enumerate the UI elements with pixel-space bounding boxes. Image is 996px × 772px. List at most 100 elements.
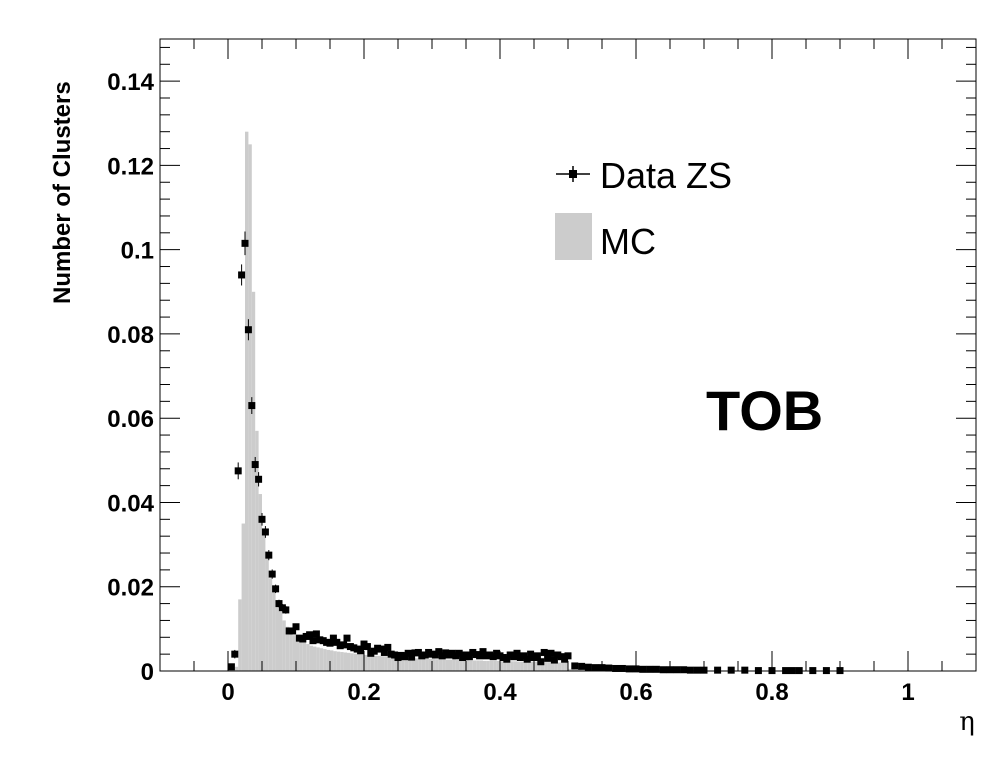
mc-bar [306,644,310,671]
y-tick-label: 0.06 [107,406,154,433]
mc-bar [401,657,405,671]
mc-bar [483,660,487,671]
data-point [238,264,246,286]
mc-bar [415,658,419,671]
data-point [618,664,626,672]
data-point [268,569,276,579]
mc-bar [282,620,286,671]
y-tick-label: 0.08 [107,322,154,349]
mc-bar [442,659,446,671]
mc-bar [476,660,480,671]
mc-bar [245,131,249,671]
y-axis-title: Number of Clusters [49,81,76,304]
data-point [673,666,681,674]
mc-bar [537,662,541,671]
y-tick-label: 0.12 [107,153,154,180]
data-point [639,665,647,673]
data-point [312,630,320,638]
mc-bar [506,661,511,671]
mc-bar [527,661,531,671]
mc-bar [299,640,303,671]
x-tick-label: 1 [901,679,914,706]
data-point [523,655,531,663]
mc-bar [411,657,415,671]
mc-bar [350,653,354,671]
mc-bar [449,659,453,671]
mc-bar [530,661,534,671]
mc-bar [262,531,266,671]
data-point [564,652,572,660]
data-point [544,654,552,662]
mc-bar [404,657,409,671]
mc-bar [279,612,283,671]
data-point [605,664,613,672]
mc-bar [540,662,545,671]
mc-bar [302,642,307,671]
data-point [714,666,722,674]
mc-bar [292,635,296,671]
data-point [292,623,300,631]
mc-bar [323,649,327,671]
data-point [741,666,749,674]
mc-bar [357,654,361,671]
mc-bar [343,652,347,671]
mc-bar [272,590,276,671]
data-point [255,472,263,487]
mc-bar [384,656,388,671]
mc-bar [370,655,375,671]
x-tick-label: 0.4 [483,679,517,706]
mc-bar [568,668,572,671]
mc-bar [479,660,483,671]
mc-bar [571,669,575,671]
mc-bar [517,661,521,671]
mc-bar [398,657,402,671]
data-point [326,639,334,647]
data-point [357,647,365,655]
data-point [533,652,541,660]
mc-bar [265,557,269,671]
mc-bar [377,655,381,671]
mc-bar [418,658,422,671]
data-point [384,643,392,651]
mc-bar [374,655,378,671]
data-point [693,666,701,674]
data-point [309,637,317,645]
mc-bar [520,661,524,671]
mc-bar [452,659,456,671]
mc-bar [438,659,443,671]
data-point [550,656,558,664]
data-point [265,550,273,561]
x-tick-label: 0.2 [347,679,380,706]
mc-bar [428,658,432,671]
mc-bar [408,657,412,671]
mc-bar [258,494,262,671]
data-point [727,666,735,674]
mc-bar [534,661,538,671]
legend-mc-label: MC [600,221,656,262]
data-point [244,319,252,341]
mc-bar [547,662,551,671]
data-point [258,513,266,526]
data-point [625,665,633,673]
mc-bar [394,657,398,671]
legend-data-label: Data ZS [600,155,732,196]
mc-bar [435,659,439,671]
x-tick-labels: 0 0.2 0.4 0.6 0.8 1 [221,679,914,706]
mc-bar [238,599,242,671]
data-point [272,584,280,594]
mc-bar [364,654,368,671]
x-tick-label: 0.8 [755,679,788,706]
mc-bar [523,661,528,671]
data-point [380,648,388,656]
mc-bar [472,660,477,671]
mc-bar [275,603,279,671]
data-point [306,631,314,639]
mc-bar [336,651,341,671]
mc-bar [421,658,426,671]
mc-bar [459,660,463,671]
y-tick-label: 0.14 [107,69,154,96]
legend-data-marker [556,166,590,182]
mc-bar [578,669,582,671]
mc-bar [296,638,300,671]
